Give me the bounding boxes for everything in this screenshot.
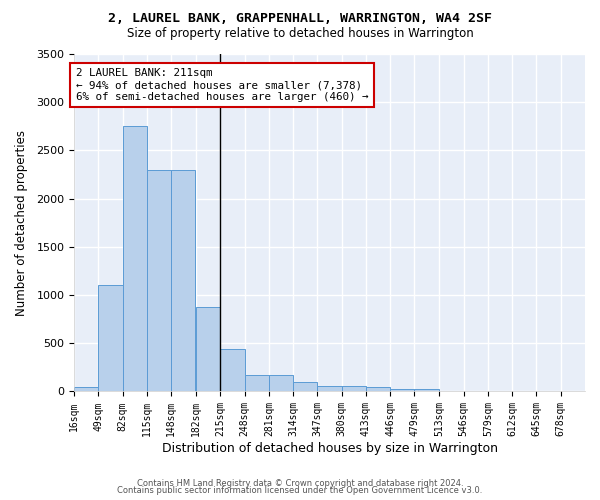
Bar: [98, 286, 122, 392]
X-axis label: Distribution of detached houses by size in Warrington: Distribution of detached houses by size …: [161, 442, 497, 455]
Text: Contains public sector information licensed under the Open Government Licence v3: Contains public sector information licen…: [118, 486, 482, 495]
Bar: [317, 386, 342, 392]
Bar: [269, 374, 293, 392]
Bar: [220, 349, 245, 392]
Text: Contains HM Land Registry data © Crown copyright and database right 2024.: Contains HM Land Registry data © Crown c…: [137, 478, 463, 488]
Text: Size of property relative to detached houses in Warrington: Size of property relative to detached ho…: [127, 28, 473, 40]
Bar: [245, 374, 269, 392]
Bar: [122, 126, 147, 392]
Text: 2, LAUREL BANK, GRAPPENHALL, WARRINGTON, WA4 2SF: 2, LAUREL BANK, GRAPPENHALL, WARRINGTON,…: [108, 12, 492, 26]
Bar: [415, 388, 439, 392]
Bar: [74, 386, 98, 392]
Bar: [171, 170, 196, 392]
Bar: [342, 386, 366, 392]
Bar: [293, 382, 317, 392]
Bar: [366, 387, 390, 392]
Text: 2 LAUREL BANK: 211sqm
← 94% of detached houses are smaller (7,378)
6% of semi-de: 2 LAUREL BANK: 211sqm ← 94% of detached …: [76, 68, 368, 102]
Bar: [147, 170, 171, 392]
Bar: [390, 388, 415, 392]
Y-axis label: Number of detached properties: Number of detached properties: [15, 130, 28, 316]
Bar: [196, 306, 220, 392]
